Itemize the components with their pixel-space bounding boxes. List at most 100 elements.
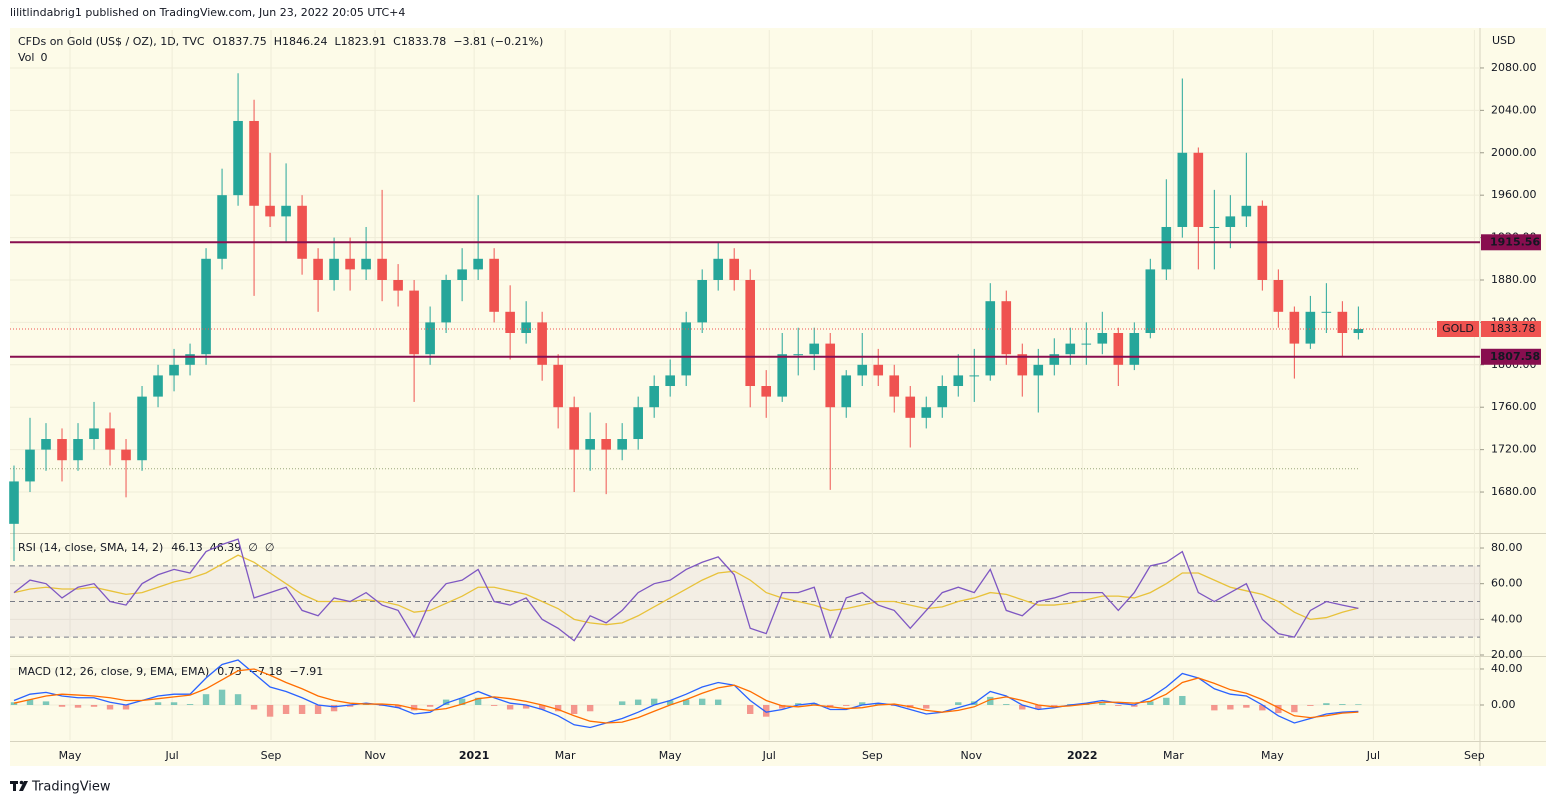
candle-body bbox=[377, 258, 387, 280]
candle-body bbox=[361, 258, 371, 270]
x-tick-label: May bbox=[659, 749, 682, 762]
histogram-bar bbox=[10, 702, 18, 705]
y-tick-label: 1880.00 bbox=[1491, 273, 1537, 286]
candle-body bbox=[937, 386, 948, 408]
candle-body bbox=[841, 375, 852, 408]
histogram-bar bbox=[987, 696, 994, 705]
histogram-bar bbox=[298, 704, 306, 714]
candle-body bbox=[825, 343, 836, 408]
histogram-bar bbox=[170, 702, 178, 705]
legend-value: ∅ bbox=[265, 541, 275, 554]
candle-body bbox=[1209, 226, 1220, 228]
candle-body bbox=[777, 354, 788, 397]
legend-value: L1823.91 bbox=[335, 35, 387, 48]
indicator-line bbox=[13, 538, 1359, 642]
histogram-bar bbox=[538, 704, 546, 710]
legend-value: 46.39 bbox=[210, 541, 242, 554]
histogram-bar bbox=[923, 704, 930, 709]
histogram-bar bbox=[106, 704, 114, 710]
last-price-name: GOLD bbox=[1442, 322, 1474, 335]
histogram-bar bbox=[1051, 704, 1058, 706]
histogram-bar bbox=[859, 702, 866, 705]
histogram-bar bbox=[634, 699, 642, 705]
candle-body bbox=[633, 407, 643, 440]
candle-body bbox=[1129, 333, 1140, 365]
level-label: 1807.58 bbox=[1490, 350, 1540, 363]
histogram-bar bbox=[1339, 704, 1346, 705]
candle-body bbox=[697, 279, 707, 323]
candle-body bbox=[473, 258, 483, 270]
histogram-bar bbox=[250, 704, 258, 710]
histogram-bar bbox=[811, 703, 818, 705]
histogram-bar bbox=[234, 694, 242, 705]
histogram-bar bbox=[795, 703, 802, 705]
candle-body bbox=[25, 449, 35, 482]
level-label: 1915.56 bbox=[1490, 235, 1540, 248]
candle-body bbox=[105, 428, 115, 450]
histogram-bar bbox=[282, 704, 290, 714]
candle-body bbox=[649, 386, 659, 408]
candle-body bbox=[281, 205, 291, 217]
histogram-bar bbox=[1227, 704, 1234, 710]
candle-body bbox=[1305, 311, 1316, 344]
histogram-bar bbox=[346, 704, 354, 707]
histogram-bar bbox=[1275, 704, 1282, 714]
histogram-bar bbox=[1243, 704, 1250, 708]
candle-body bbox=[1001, 301, 1012, 355]
last-price-name-box bbox=[1437, 320, 1479, 337]
candle-body bbox=[441, 279, 451, 323]
legend-value: 0.73 bbox=[217, 665, 242, 678]
histogram-bar bbox=[1179, 695, 1186, 705]
candle-body bbox=[1033, 364, 1044, 376]
candle-body bbox=[201, 258, 211, 355]
candle-body bbox=[137, 396, 147, 461]
x-tick-label: Jul bbox=[762, 749, 776, 762]
x-tick-label: Sep bbox=[1464, 749, 1485, 762]
histogram-bar bbox=[666, 700, 674, 705]
candle-body bbox=[681, 322, 691, 376]
candle-body bbox=[1225, 216, 1236, 227]
candle-body bbox=[1017, 354, 1028, 376]
candle-body bbox=[393, 279, 403, 291]
histogram-bar bbox=[1323, 703, 1330, 705]
candle-body bbox=[249, 120, 259, 206]
histogram-bar bbox=[1307, 704, 1314, 706]
y-tick-label: 1680.00 bbox=[1491, 485, 1537, 498]
histogram-bar bbox=[266, 704, 274, 717]
candle-body bbox=[1049, 354, 1060, 365]
legend-value: −3.81 (−0.21%) bbox=[453, 35, 543, 48]
histogram-bar bbox=[1163, 697, 1170, 705]
histogram-bar bbox=[1131, 704, 1138, 707]
publish-info: lilitlindabrig1 published on TradingView… bbox=[10, 6, 405, 19]
histogram-bar bbox=[1115, 704, 1122, 706]
candle-body bbox=[57, 439, 67, 461]
candle-body bbox=[265, 205, 275, 217]
candle-body bbox=[617, 439, 627, 450]
histogram-bar bbox=[122, 704, 130, 710]
x-tick-label: 2021 bbox=[459, 749, 490, 762]
y-tick-label: 20.00 bbox=[1491, 648, 1523, 661]
histogram-bar bbox=[682, 699, 690, 705]
histogram-bar bbox=[74, 704, 82, 708]
candle-body bbox=[1353, 328, 1364, 334]
candle-body bbox=[1161, 226, 1172, 270]
x-tick-label: May bbox=[1261, 749, 1284, 762]
histogram-bar bbox=[1147, 701, 1154, 705]
x-tick-label: 2022 bbox=[1067, 749, 1098, 762]
histogram-bar bbox=[747, 704, 754, 714]
candle-body bbox=[345, 258, 355, 270]
candle-body bbox=[121, 449, 131, 461]
footer-brand: TradingView bbox=[31, 780, 111, 795]
candle-body bbox=[857, 364, 868, 376]
candle-body bbox=[985, 301, 996, 376]
candle-body bbox=[537, 322, 547, 365]
y-tick-label: 2000.00 bbox=[1491, 146, 1537, 159]
histogram-bar bbox=[1019, 704, 1026, 710]
candle-body bbox=[489, 258, 499, 312]
candle-body bbox=[665, 375, 675, 387]
candle-body bbox=[553, 364, 563, 408]
y-tick-label: 1760.00 bbox=[1491, 400, 1537, 413]
histogram-bar bbox=[394, 704, 402, 708]
histogram-bar bbox=[410, 704, 418, 711]
